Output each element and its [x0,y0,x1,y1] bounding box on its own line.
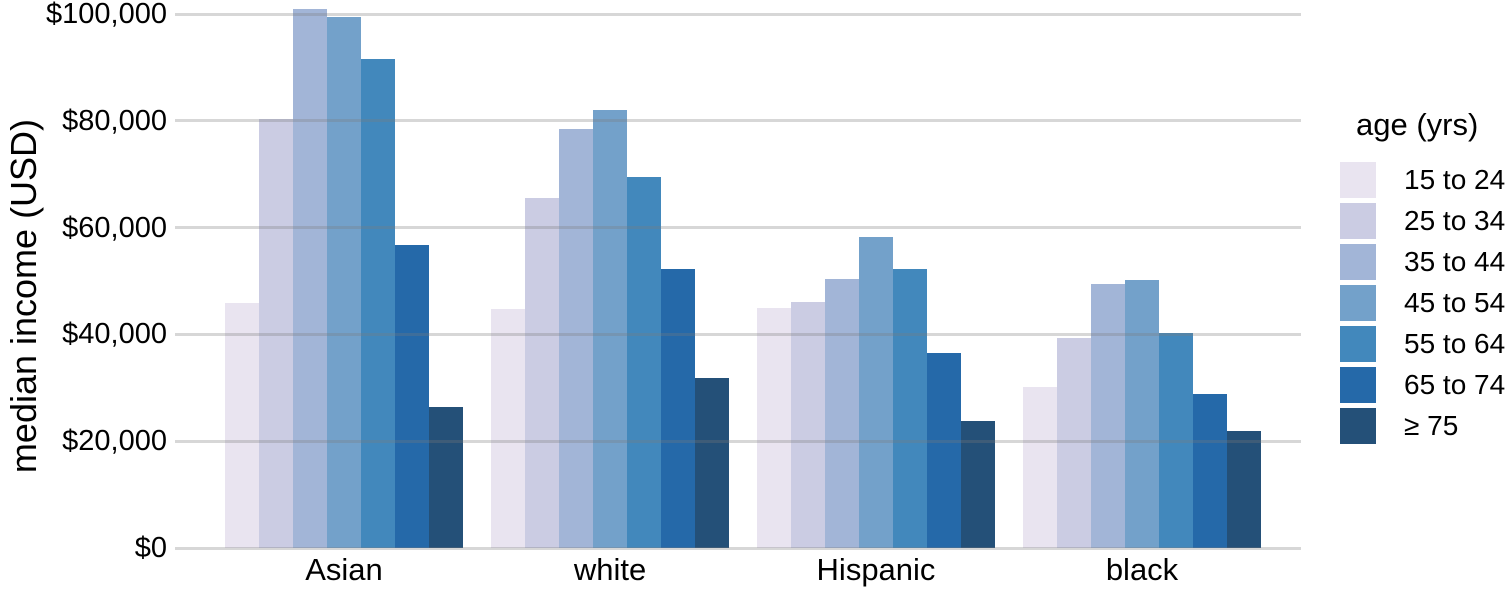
x-category-label: Hispanic [816,552,936,587]
y-gridline [175,226,1301,230]
y-gridline [175,546,1301,550]
bar [1193,394,1227,548]
y-tick-label: $40,000 [62,318,167,351]
bar [757,308,791,548]
legend-title: age (yrs) [1356,107,1479,142]
bar [961,421,995,548]
x-category-label: Asian [305,552,383,587]
bar [395,245,429,548]
legend-item-label: 15 to 24 [1404,164,1506,195]
bar [893,269,927,548]
bar [1091,284,1125,548]
bar [1227,431,1261,548]
bar [1057,338,1091,548]
y-gridline [175,332,1301,336]
legend-swatch [1340,408,1376,444]
y-gridline [175,12,1301,16]
y-gridline [175,119,1301,123]
legend-item-label: ≥ 75 [1404,410,1459,441]
bar [491,309,525,548]
bar [429,407,463,548]
x-category-label: white [573,552,647,587]
bar [225,303,259,548]
bar [259,119,293,548]
y-tick-label: $100,000 [46,0,167,30]
bar [1159,333,1193,548]
y-tick-label: $60,000 [62,211,167,244]
legend-item-label: 35 to 44 [1404,246,1506,277]
bar [627,177,661,548]
bar [695,378,729,548]
y-tick-label: $20,000 [62,425,167,458]
legend-swatch [1340,367,1376,403]
legend-item-label: 25 to 34 [1404,205,1506,236]
legend-item-label: 55 to 64 [1404,328,1506,359]
legend-swatch [1340,203,1376,239]
bar [525,198,559,548]
y-tick-label: $0 [134,532,167,564]
legend-swatch [1340,162,1376,198]
bar [1125,280,1159,548]
bar [293,9,327,548]
bar [661,269,695,548]
bar [1023,387,1057,548]
legend-item-label: 65 to 74 [1404,369,1506,400]
legend-swatch [1340,244,1376,280]
legend-swatch [1340,285,1376,321]
x-category-label: black [1105,552,1179,587]
legend-swatch [1340,326,1376,362]
bar [825,279,859,548]
bar [361,59,395,548]
bar [859,237,893,548]
y-gridline [175,439,1301,443]
y-tick-label: $80,000 [62,104,167,137]
bar [927,353,961,548]
bar [327,17,361,548]
bar [559,129,593,548]
legend-item-label: 45 to 54 [1404,287,1506,318]
bar [593,110,627,548]
bar [791,302,825,548]
